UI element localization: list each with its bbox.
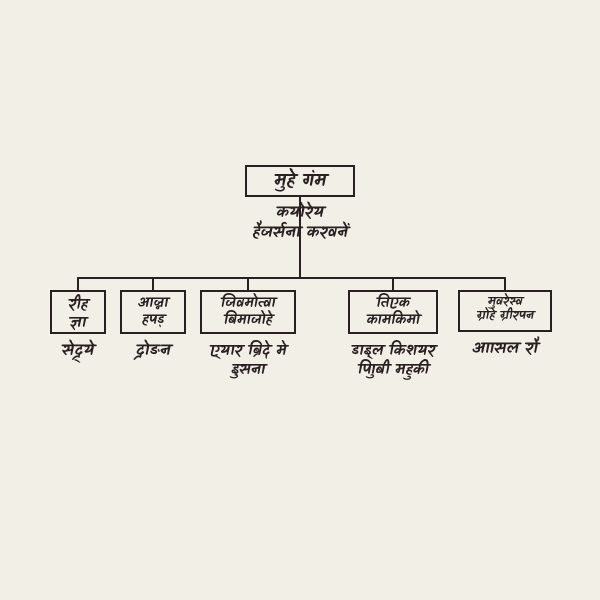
root-subtitle: कयोरेयहैजर्सना करवनें (215, 204, 385, 244)
diagram-canvas: मुहे गंम कयोरेयहैजर्सना करवनें रीहज्ञा सेद्… (0, 0, 600, 600)
root-node: मुहे गंम (245, 165, 355, 197)
child-node-2: जिवमोत्वाबिमाजोहे (200, 290, 296, 334)
child-label-2: ए्यार ब्रिदे मेइुसना (188, 342, 308, 380)
child-label-4: आासल रौ (460, 340, 550, 360)
child-label-3: डाइ्ल किशयरपाुिबी महुकी (330, 342, 456, 380)
child-node-1: आज्नाहपड़ (120, 290, 186, 334)
child-label-1: द्रोङन (118, 342, 188, 362)
child-node-0: रीहज्ञा (50, 290, 106, 334)
child-label-0: सेद्र्ये (40, 342, 116, 362)
child-node-4: मुवरेस्वग्रोहे ग्रीरपन (458, 290, 552, 332)
child-node-3: तिएककामकिमो (348, 290, 438, 334)
